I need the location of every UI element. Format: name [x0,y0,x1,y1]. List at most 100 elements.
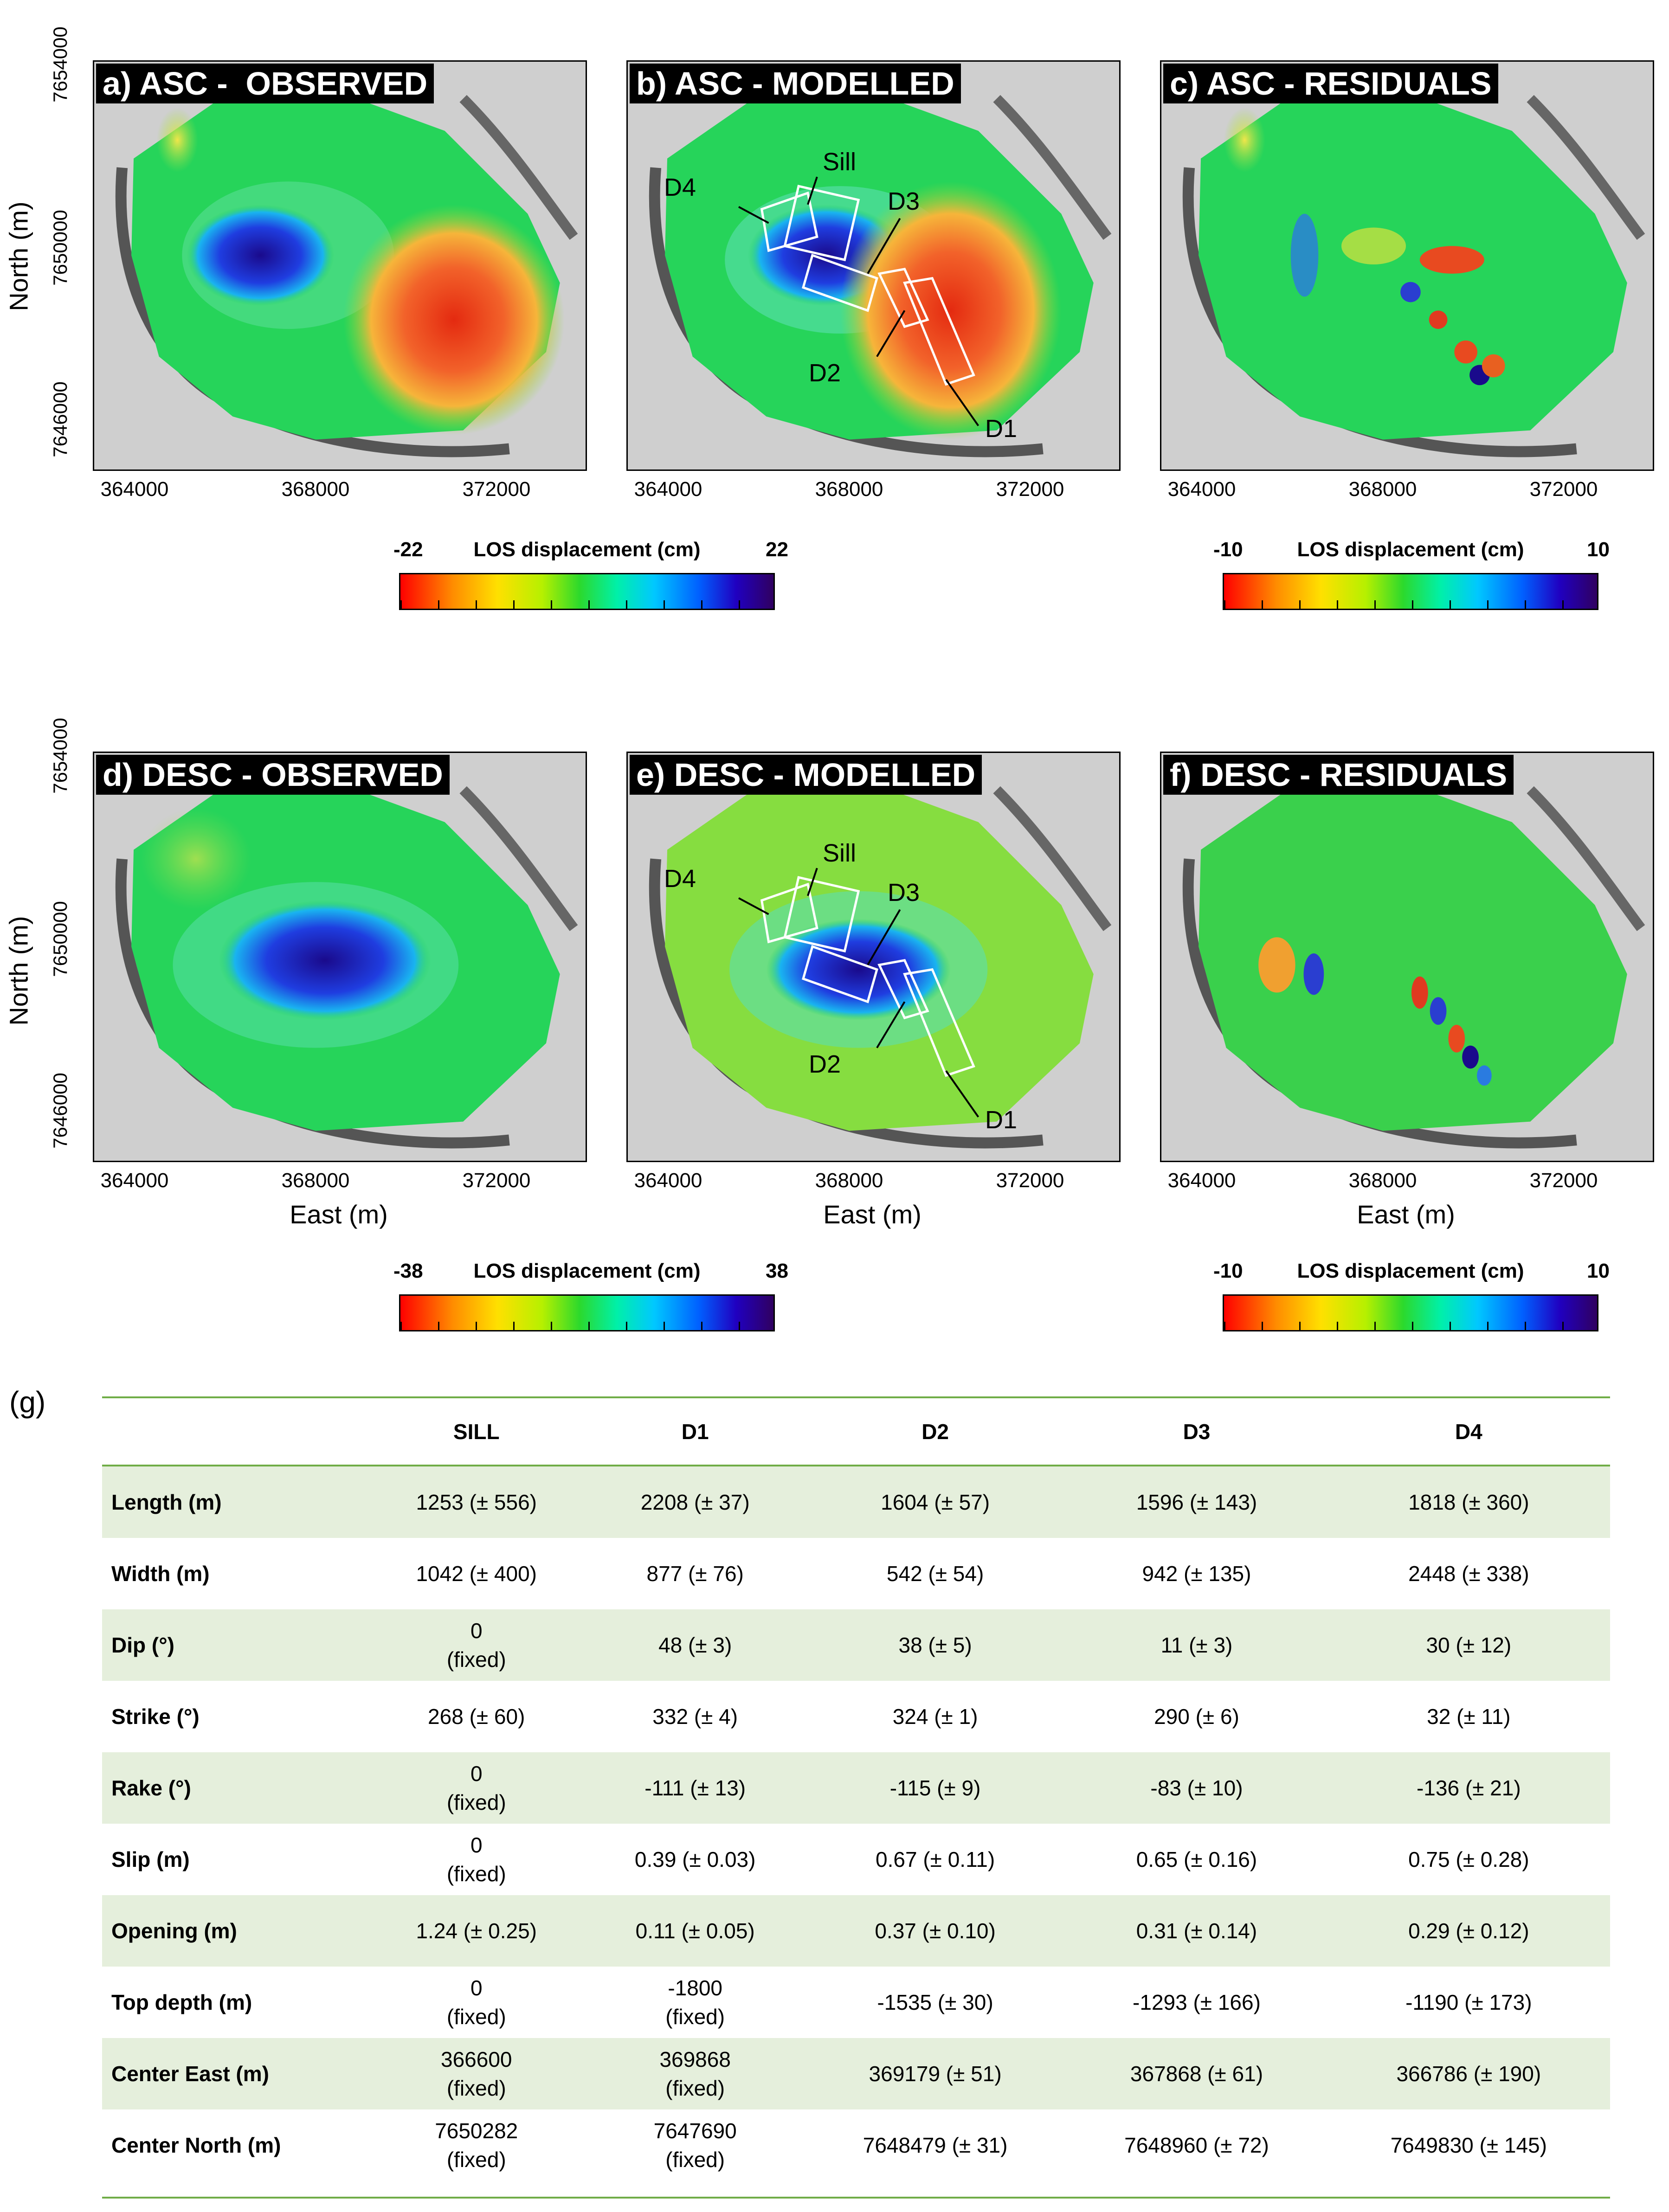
x-tick: 364000 [634,478,702,501]
cell-note: (fixed) [446,1647,506,1672]
table-cell: 11 (± 3) [1066,1609,1327,1681]
x-tick: 372000 [462,1169,531,1192]
table-cell: 7650282 (fixed) [367,2109,586,2181]
cell-value: 7650282 [435,2119,518,2143]
cell-value: 1042 (± 400) [416,1562,537,1586]
table-cell: 1818 (± 360) [1327,1466,1610,1538]
x-tick: 372000 [1529,478,1598,501]
x-tick: 364000 [634,1169,702,1192]
table-cell: 2208 (± 37) [586,1466,805,1538]
cell-value: 332 (± 4) [652,1704,738,1729]
cell-value: 0.65 (± 0.16) [1136,1847,1257,1871]
table-cell: -115 (± 9) [804,1752,1066,1824]
table-header-sill: SILL [367,1399,586,1466]
table-cell: 268 (± 60) [367,1681,586,1752]
table-cell: 1042 (± 400) [367,1538,586,1609]
table-cell: 0 (fixed) [367,1967,586,2038]
panel-f-map [1161,753,1653,1161]
table-row-label: Opening (m) [102,1895,367,1967]
table-cell: 0 (fixed) [367,1609,586,1681]
x-tick: 364000 [100,1169,169,1192]
annotation-leaders [738,868,979,1118]
table-top-rule [102,1396,1610,1398]
table-row-label: Slip (m) [111,1847,190,1871]
x-tick: 372000 [1529,1169,1598,1192]
panel-d-title: d) DESC - OBSERVED [96,755,450,795]
table-row: Center North (m) 7650282 (fixed) 7647690 (fi… [102,2109,1610,2181]
table-row-label: Center East (m) [102,2038,367,2109]
table-cell: -1190 (± 173) [1327,1967,1610,2038]
label-d4: D4 [664,865,696,893]
table-row: Length (m) 1253 (± 556) 2208 (± 37) 1604 (±… [102,1466,1610,1538]
label-d1: D1 [985,415,1018,443]
cell-note: (fixed) [446,2148,506,2172]
cell-note: (fixed) [665,2005,725,2029]
table-cell: 369868 (fixed) [586,2038,805,2109]
cell-value: 0.67 (± 0.11) [876,1847,995,1871]
table-row: Slip (m) 0 (fixed) 0.39 (± 0.03) 0.67 (± 0.1… [102,1824,1610,1895]
x-tick: 372000 [462,478,531,501]
cell-note: (fixed) [446,1790,506,1814]
colorbar-desc-gradient [399,1294,775,1331]
panel-e-title: e) DESC - MODELLED [630,755,982,795]
colorbar-desc-res-min: -10 [1213,1260,1243,1282]
table-body: Length (m) 1253 (± 556) 2208 (± 37) 1604 (±… [102,1466,1610,2181]
cell-value: -1190 (± 173) [1405,1990,1532,2014]
table-cell: 290 (± 6) [1066,1681,1327,1752]
table-row-label: Length (m) [102,1466,367,1538]
cell-value: 7648960 (± 72) [1124,2133,1269,2157]
table-cell: 332 (± 4) [586,1681,804,1752]
colorbar-desc-min: -38 [393,1260,423,1282]
x-tick: 368000 [815,478,883,501]
table-row-label: Center North (m) [111,2133,281,2157]
table-cell: 0.37 (± 0.10) [804,1895,1066,1967]
cell-note: (fixed) [665,2148,725,2172]
table-cell: 0.31 (± 0.14) [1066,1895,1327,1967]
cell-value: 2448 (± 338) [1408,1562,1529,1586]
table-cell: 7649830 (± 145) [1327,2109,1610,2181]
table-header-d2: D2 [804,1399,1066,1466]
colorbar-asc-res-max: 10 [1587,538,1610,561]
cell-value: 32 (± 11) [1427,1704,1511,1729]
y-tick: 7650000 [49,901,71,977]
y-axis-title: North (m) [4,201,33,311]
panel-c-map [1161,62,1653,469]
table-cell: 1604 (± 57) [804,1466,1066,1538]
cell-note: (fixed) [446,1862,506,1886]
table-bottom-rule [102,2197,1610,2199]
table-cell: 0 (fixed) [367,1824,586,1895]
x-tick: 372000 [996,1169,1064,1192]
cell-value: 369179 (± 51) [869,2062,1002,2086]
parameter-table: SILL D1 D2 D3 D4 Length (m) 1253 (± 556) 2… [102,1399,1610,2181]
panel-a-title: a) ASC - OBSERVED [96,64,434,103]
x-axis-title: East (m) [290,1200,388,1229]
panel-b-asc-modelled: b) ASC - MODELLED Sill D4 D3 D2 D1 [626,60,1121,471]
cell-note: (fixed) [446,2076,506,2100]
table-cell: 30 (± 12) [1327,1609,1610,1681]
table-row: Dip (°) 0 (fixed) 48 (± 3) 38 (± 5) 11 (± 3) 3… [102,1609,1610,1681]
y-tick: 7646000 [49,1073,71,1149]
colorbar-desc-res-max: 10 [1587,1260,1610,1282]
table-cell: 2448 (± 338) [1327,1538,1610,1609]
y-tick: 7650000 [49,210,71,286]
table-cell: 48 (± 3) [586,1609,805,1681]
table-header-d4: D4 [1327,1399,1610,1466]
cell-value: 2208 (± 37) [640,1490,750,1514]
cell-value: 0.31 (± 0.14) [1136,1919,1257,1943]
table-cell: 32 (± 11) [1327,1681,1610,1752]
colorbar-desc-label: LOS displacement (cm) [473,1260,701,1282]
table-cell: -136 (± 21) [1327,1752,1610,1824]
cell-value: 7649830 (± 145) [1390,2133,1547,2157]
cell-value: 0 [470,1833,483,1857]
colorbar-desc-max: 38 [766,1260,788,1282]
label-d4: D4 [664,174,696,201]
colorbar-asc-res-gradient [1223,573,1598,610]
table-row-label: Width (m) [111,1562,210,1586]
panel-b-map [628,62,1119,469]
label-d3: D3 [888,187,920,215]
cell-note: (fixed) [665,2076,725,2100]
panel-a-map [94,62,586,469]
table-cell: -1535 (± 30) [805,1967,1066,2038]
x-tick: 368000 [1348,1169,1417,1192]
table-cell: -111 (± 13) [586,1752,805,1824]
